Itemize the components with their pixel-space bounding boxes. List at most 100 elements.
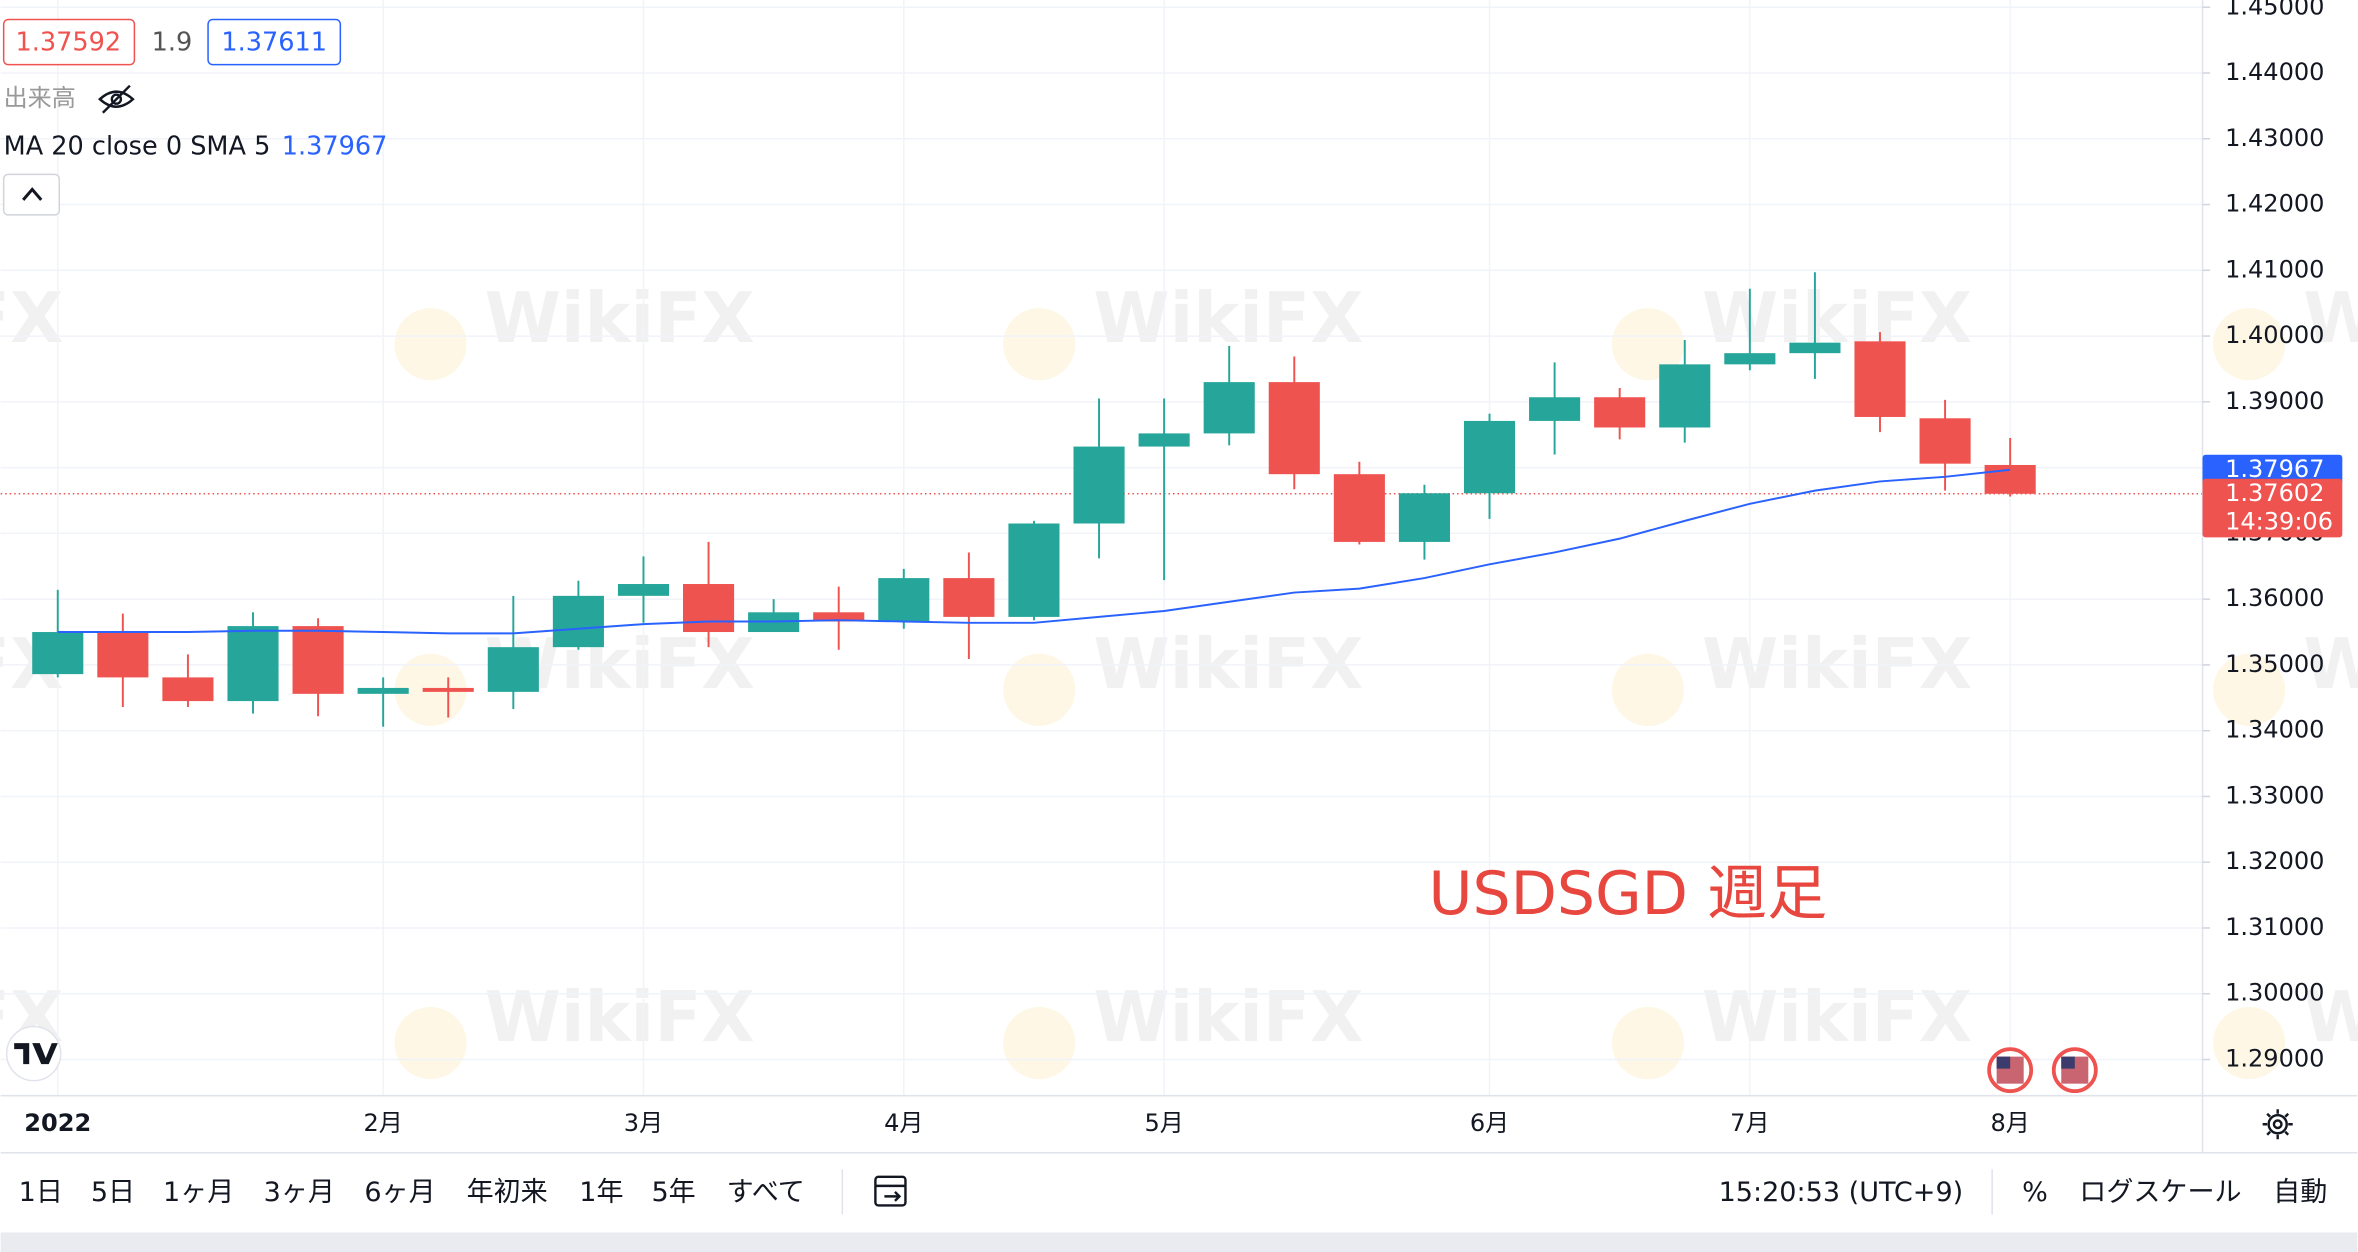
range-button[interactable]: 5日	[91, 1177, 135, 1208]
range-button[interactable]: 6ヶ月	[364, 1177, 435, 1208]
y-tick-label: 1.42000	[2225, 190, 2324, 218]
y-tick-label: 1.44000	[2225, 58, 2324, 86]
y-tick-label: 1.32000	[2225, 847, 2324, 875]
watermark: WikiFX	[2303, 625, 2358, 705]
watermark-logo	[1003, 653, 1076, 726]
settings-icon[interactable]	[2262, 1109, 2293, 1140]
watermark-logo	[394, 1007, 467, 1080]
price-axis: 1.29000 1.30000 1.31000 1.32000 1.33000 1.340…	[2202, 0, 2343, 1073]
range-button[interactable]: 5年	[651, 1177, 695, 1208]
candle-body	[1659, 364, 1711, 428]
tv-logo-bg[interactable]	[5, 1025, 62, 1082]
candle-body	[292, 626, 344, 694]
ask-box[interactable]	[207, 18, 342, 66]
bid-box[interactable]	[2, 18, 136, 66]
candle-body	[1268, 382, 1320, 475]
bottom-strip	[0, 1232, 2358, 1252]
candle-body	[1138, 433, 1190, 447]
candle-body	[1463, 420, 1516, 494]
candle-body	[422, 687, 474, 692]
volume-label: 出来高	[4, 84, 76, 112]
tv-logo	[14, 1043, 58, 1065]
candle-body	[617, 584, 670, 596]
candle-body	[552, 595, 604, 648]
flag-icon[interactable]	[1987, 1047, 2034, 1094]
candle-body	[1008, 523, 1060, 617]
x-tick-label: 3月	[624, 1109, 663, 1137]
ma-line	[57, 468, 2011, 635]
watermark-logo	[1003, 1007, 1076, 1080]
candle-body	[1854, 341, 1906, 417]
candle-body	[1073, 446, 1125, 524]
candle-body	[813, 612, 865, 622]
x-tick-label: 7月	[1730, 1109, 1769, 1137]
percent-button[interactable]: %	[2022, 1177, 2048, 1208]
range-button[interactable]: 1年	[579, 1177, 623, 1208]
range-button[interactable]: 1ヶ月	[163, 1177, 234, 1208]
watermark-logo	[2213, 1007, 2286, 1080]
candle-body	[1398, 493, 1450, 542]
candle-body	[1919, 418, 1971, 464]
range-button[interactable]: すべて	[727, 1177, 805, 1208]
x-tick-label: 8月	[1990, 1109, 2029, 1137]
watermark-logo	[1611, 1007, 1685, 1080]
ma-price-tag	[2202, 454, 2343, 485]
eye-off-icon[interactable]	[98, 84, 135, 114]
range-button[interactable]: 年初来	[467, 1177, 548, 1208]
last-price-tag	[2202, 478, 2343, 538]
x-tick-label: 2月	[363, 1109, 402, 1137]
range-button[interactable]: 1日	[19, 1177, 63, 1208]
y-tick-label: 1.30000	[2225, 979, 2324, 1007]
watermark: WikiFX	[485, 279, 755, 359]
y-tick-label: 1.35000	[2225, 650, 2324, 678]
watermark: WikiFX	[1093, 978, 1363, 1058]
time-axis: 2022 2月 3月 4月 5月 6月 7月 8月	[24, 1109, 2030, 1137]
watermark-logo	[2213, 653, 2286, 726]
countdown: 14:39:06	[2225, 507, 2333, 535]
watermark-logo	[1003, 308, 1076, 381]
y-tick-label: 1.39000	[2225, 387, 2324, 415]
ma-label: MA 20 close 0 SMA 5	[4, 131, 271, 161]
watermark: WikiFX	[0, 279, 63, 359]
candle-body	[1529, 397, 1581, 421]
auto-button[interactable]: 自動	[2273, 1177, 2327, 1208]
y-tick-label: 1.33000	[2225, 781, 2324, 809]
y-tick-label: 1.31000	[2225, 913, 2324, 941]
spread: 1.9	[152, 28, 193, 58]
y-tick-label: 1.34000	[2225, 716, 2324, 744]
date-range-icon[interactable]	[874, 1175, 907, 1207]
y-tick-label: 1.29000	[2225, 1045, 2324, 1073]
watermark-logo	[2213, 308, 2286, 381]
chart-title: USDSGD 週足	[1428, 859, 1827, 929]
candle-body	[878, 578, 930, 622]
ma-value: 1.37967	[282, 131, 388, 161]
y-tick-label: 1.43000	[2225, 124, 2324, 152]
flag-icon[interactable]	[2051, 1047, 2098, 1094]
candle-body	[1724, 353, 1776, 365]
candle-body	[162, 677, 214, 702]
watermark-logo	[394, 308, 467, 381]
chevron-icon	[22, 187, 43, 201]
x-tick-label: 6月	[1470, 1109, 1509, 1137]
watermark: WikiFX	[2303, 279, 2358, 359]
candle-body	[1333, 474, 1385, 542]
watermark: WikiFX	[1093, 279, 1363, 359]
range-button[interactable]: 3ヶ月	[264, 1177, 335, 1208]
candle-body	[97, 632, 149, 678]
candle-body	[487, 647, 539, 692]
last-price-tag-label: 1.37602	[2225, 479, 2324, 507]
candle-body	[357, 687, 409, 694]
candle-body	[32, 632, 84, 675]
log-scale-button[interactable]: ログスケール	[2079, 1177, 2241, 1208]
y-tick-label: 1.36000	[2225, 584, 2324, 612]
y-tick-label: 1.41000	[2225, 255, 2324, 283]
watermarks: WikiFX WikiFX WikiFX WikiFX WikiFX WikiFX Wiki…	[0, 279, 2358, 1080]
watermark: WikiFX	[485, 978, 755, 1058]
ma-price-tag-label: 1.37967	[2225, 455, 2324, 483]
watermark: WikiFX	[1702, 978, 1972, 1058]
candle-body	[1594, 397, 1646, 428]
collapse-button[interactable]	[2, 173, 61, 216]
grid	[0, 0, 2203, 1096]
